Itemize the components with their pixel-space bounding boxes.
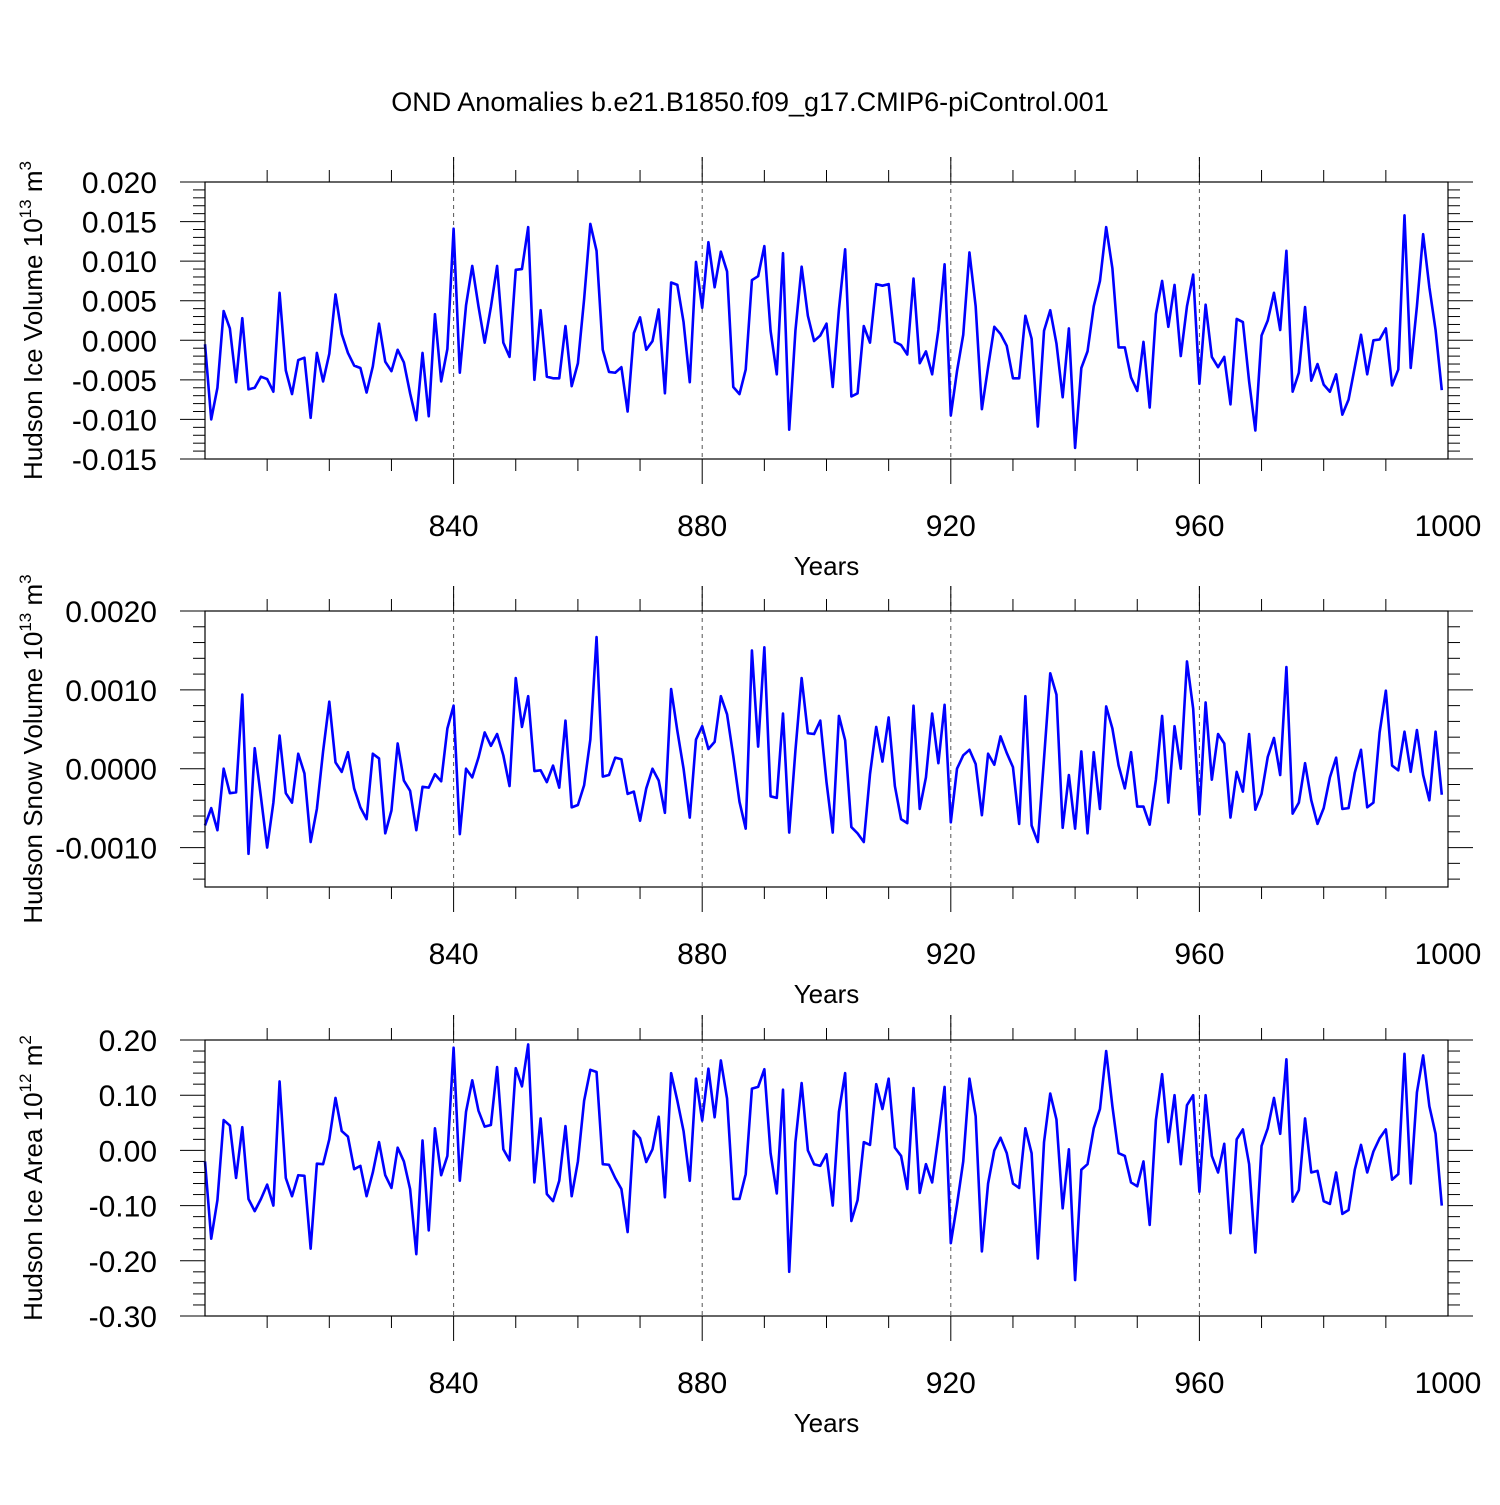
y-axis-label-unit: m — [18, 584, 48, 613]
ytick-label: 0.0020 — [65, 596, 157, 629]
y-axis-label-exp: 13 — [16, 199, 35, 218]
ytick-label: 0.015 — [82, 207, 157, 240]
y-axis-label-unit: m — [18, 171, 48, 200]
ytick-label: -0.015 — [72, 444, 157, 477]
ytick-label: 0.010 — [82, 246, 157, 279]
xtick-label: 1000 — [1415, 1367, 1482, 1400]
xtick-label: 920 — [926, 938, 976, 971]
xtick-label: 960 — [1174, 510, 1224, 543]
y-axis-label-unit-exp: 2 — [16, 1035, 35, 1044]
xtick-label: 880 — [677, 510, 727, 543]
y-axis-label: Hudson Ice Volume 1013 m3 — [16, 161, 48, 480]
y-axis-label-exp: 12 — [16, 1074, 35, 1093]
xtick-label: 880 — [677, 1367, 727, 1400]
ytick-label: -0.10 — [89, 1191, 157, 1224]
xtick-label: 920 — [926, 1367, 976, 1400]
series-line-ice-volume — [203, 213, 1444, 450]
series-line-snow-volume — [203, 635, 1444, 856]
ytick-label: 0.005 — [82, 286, 157, 319]
plot-frame — [204, 610, 1449, 888]
xtick-label: 920 — [926, 510, 976, 543]
y-axis-label: Hudson Ice Area 1012 m2 — [16, 1035, 48, 1321]
panel-ice-area: -0.30 -0.20 -0.10 0.00 0.10 0.20 840 880 920 960 1… — [16, 1015, 1481, 1438]
ytick-label: -0.005 — [72, 365, 157, 398]
y-axis-label-main: Hudson Snow Volume 10 — [18, 632, 48, 924]
xtick-label: 840 — [429, 1367, 479, 1400]
y-axis-label-main: Hudson Ice Volume 10 — [18, 218, 48, 480]
ytick-label: -0.30 — [89, 1301, 157, 1334]
ytick-label: 0.020 — [82, 167, 157, 200]
y-axis-label-unit-exp: 3 — [16, 161, 35, 170]
panel-snow-volume: -0.0010 0.0000 0.0010 0.0020 840 880 920 960 100… — [16, 574, 1481, 1009]
ytick-label: 0.10 — [99, 1080, 157, 1113]
xtick-label: 880 — [677, 938, 727, 971]
x-axis-label: Years — [794, 1408, 860, 1438]
ytick-label: 0.000 — [82, 325, 157, 358]
plot-frame — [204, 1039, 1449, 1317]
panel-ice-volume: -0.015 -0.010 -0.005 0.000 0.005 0.010 0.015 0.… — [16, 157, 1481, 581]
x-axis-label: Years — [794, 979, 860, 1009]
panels-group: -0.015 -0.010 -0.005 0.000 0.005 0.010 0.015 0.… — [16, 157, 1481, 1438]
plot-frame — [204, 181, 1449, 460]
ytick-label: 0.0010 — [65, 675, 157, 708]
ytick-label: 0.20 — [99, 1025, 157, 1058]
xtick-label: 1000 — [1415, 510, 1482, 543]
series-line-ice-area — [203, 1043, 1444, 1282]
y-axis-label-exp: 13 — [16, 613, 35, 632]
y-axis-label: Hudson Snow Volume 1013 m3 — [16, 574, 48, 923]
ytick-label: -0.0010 — [55, 833, 157, 866]
xtick-label: 960 — [1174, 938, 1224, 971]
x-axis-label: Years — [794, 551, 860, 581]
xtick-label: 960 — [1174, 1367, 1224, 1400]
y-axis-label-unit-exp: 3 — [16, 574, 35, 583]
xtick-label: 840 — [429, 510, 479, 543]
y-axis-label-main: Hudson Ice Area 10 — [18, 1092, 48, 1320]
ytick-label: 0.0000 — [65, 754, 157, 787]
xtick-label: 1000 — [1415, 938, 1482, 971]
ytick-label: -0.010 — [72, 404, 157, 437]
chart-title: OND Anomalies b.e21.B1850.f09_g17.CMIP6-… — [391, 87, 1108, 117]
xtick-label: 840 — [429, 938, 479, 971]
ytick-label: 0.00 — [99, 1135, 157, 1168]
ytick-label: -0.20 — [89, 1246, 157, 1279]
y-axis-label-unit: m — [18, 1045, 48, 1074]
